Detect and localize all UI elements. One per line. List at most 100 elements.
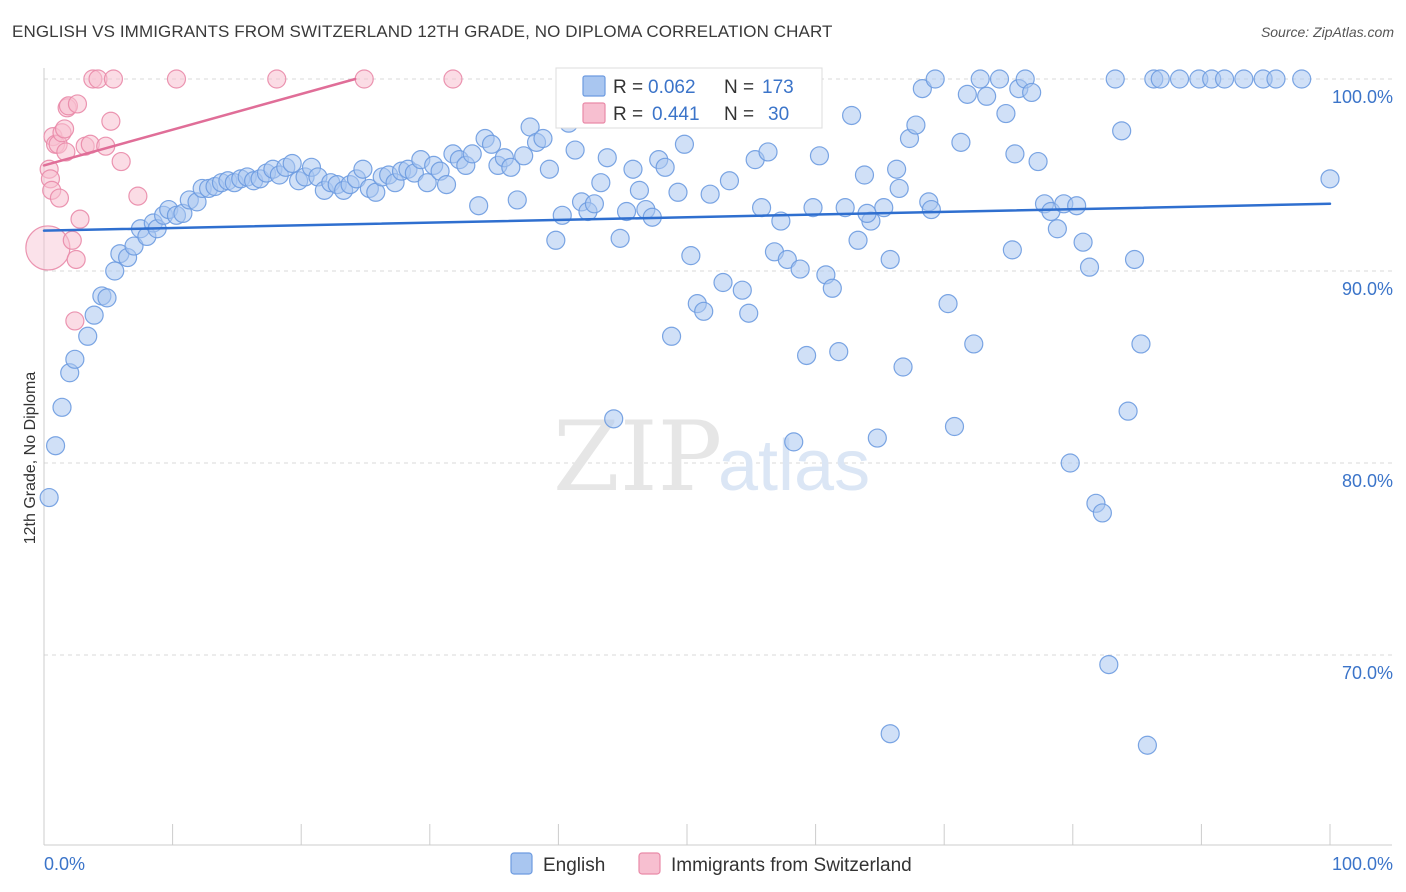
swiss-trend-line — [42, 77, 357, 167]
english-point-121 — [829, 342, 849, 362]
english-point-72 — [507, 190, 527, 210]
english-point-2 — [52, 397, 72, 417]
english-point-76 — [533, 128, 553, 149]
english-point-106 — [732, 280, 752, 300]
english-point-68 — [481, 134, 502, 154]
english-point-102 — [700, 184, 720, 204]
english-point-37 — [282, 153, 302, 174]
english-point-163 — [1118, 401, 1138, 421]
bottom-legend: English Immigrants from Switzerland — [510, 852, 912, 876]
english-point-95 — [655, 157, 675, 177]
english-point-140 — [957, 84, 977, 104]
english-point-96 — [661, 326, 682, 346]
swiss-point-0 — [25, 225, 71, 271]
swiss-point-27 — [166, 69, 187, 89]
english-point-124 — [848, 230, 868, 250]
legend-english-r-label: R = — [613, 77, 643, 98]
english-point-175 — [1266, 69, 1286, 89]
english-point-130 — [887, 159, 907, 179]
y-tick-label-0: 100.0% — [1332, 87, 1393, 107]
english-point-160 — [1099, 654, 1119, 675]
english-point-137 — [938, 294, 958, 314]
english-point-180 — [1005, 144, 1025, 164]
axes — [43, 68, 1392, 846]
english-point-143 — [977, 86, 997, 106]
swiss-point-30 — [443, 69, 463, 89]
english-point-149 — [1028, 151, 1048, 172]
english-point-97 — [668, 182, 688, 202]
english-point-87 — [604, 409, 624, 429]
y-tick-labels: 100.0% 90.0% 80.0% 70.0% — [1332, 87, 1393, 683]
bottom-legend-swiss: Immigrants from Switzerland — [671, 855, 912, 876]
english-point-107 — [739, 303, 759, 323]
english-point-168 — [1150, 69, 1170, 89]
bottom-legend-swatch-swiss — [638, 852, 661, 875]
english-point-104 — [719, 171, 740, 191]
english-point-115 — [790, 259, 810, 279]
chart-title: ENGLISH VS IMMIGRANTS FROM SWITZERLAND 1… — [12, 22, 833, 41]
english-point-131 — [893, 357, 913, 377]
english-point-161 — [1105, 69, 1125, 89]
english-point-58 — [417, 173, 437, 193]
english-point-109 — [751, 198, 772, 218]
swiss-point-9 — [54, 119, 75, 139]
english-point-145 — [1002, 240, 1022, 260]
english-point-79 — [552, 205, 572, 225]
english-point-48 — [353, 159, 373, 179]
english-point-129 — [880, 249, 900, 270]
source-label: Source: ZipAtlas.com — [1260, 24, 1394, 40]
legend-english-r-value: 0.062 — [648, 77, 696, 98]
english-point-1 — [45, 436, 66, 456]
english-point-118 — [809, 146, 830, 166]
english-point-157 — [1079, 257, 1100, 277]
english-point-103 — [713, 272, 733, 293]
english-point-159 — [1092, 503, 1112, 523]
english-point-136 — [925, 69, 945, 89]
swiss-point-13 — [62, 230, 82, 250]
english-point-172 — [1214, 69, 1235, 89]
english-point-141 — [964, 334, 984, 354]
english-point-144 — [989, 69, 1010, 89]
english-point-71 — [501, 157, 521, 177]
english-point-73 — [514, 146, 534, 166]
english-point-101 — [694, 301, 714, 321]
english-point-0 — [39, 487, 59, 508]
english-point-86 — [597, 148, 617, 168]
swiss-point-7 — [49, 188, 70, 208]
swiss-point-10 — [56, 142, 76, 162]
swiss-point-25 — [111, 151, 131, 172]
english-point-181 — [889, 178, 909, 199]
english-point-139 — [951, 132, 971, 152]
english-point-142 — [970, 69, 990, 89]
english-point-166 — [1137, 735, 1157, 755]
bottom-legend-swatch-english — [510, 852, 533, 875]
english-point-138 — [944, 416, 965, 437]
y-tick-label-3: 70.0% — [1342, 663, 1393, 683]
english-point-178 — [880, 724, 900, 744]
swiss-point-15 — [66, 249, 86, 270]
swiss-point-24 — [103, 69, 124, 89]
english-point-6 — [84, 305, 104, 325]
english-point-65 — [462, 144, 482, 164]
x-tick-labels: 0.0% 100.0% — [44, 854, 1393, 874]
english-point-99 — [681, 246, 701, 266]
english-point-4 — [65, 349, 85, 369]
legend-swiss-n-value: 30 — [768, 104, 789, 125]
english-point-123 — [842, 105, 862, 126]
gridlines — [44, 78, 1392, 656]
english-point-152 — [1047, 219, 1067, 239]
english-point-155 — [1067, 196, 1087, 216]
english-point-5 — [78, 326, 98, 346]
english-point-89 — [616, 201, 637, 222]
english-point-85 — [591, 173, 611, 193]
english-point-77 — [539, 159, 559, 179]
english-point-12 — [124, 236, 144, 256]
english-point-84 — [584, 194, 605, 214]
legend-swiss-r-value: 0.441 — [652, 104, 700, 125]
y-tick-label-2: 80.0% — [1342, 471, 1393, 491]
english-point-164 — [1124, 249, 1145, 270]
english-point-177 — [1320, 169, 1340, 189]
english-point-110 — [758, 142, 778, 162]
english-point-78 — [546, 230, 566, 250]
